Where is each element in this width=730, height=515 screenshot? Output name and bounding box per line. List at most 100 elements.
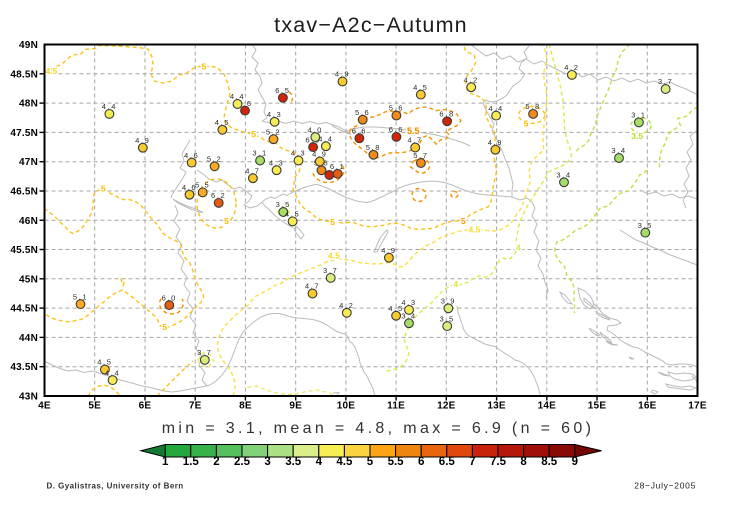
svg-text:4.9: 4.9	[488, 138, 503, 147]
svg-text:1.5: 1.5	[183, 456, 200, 468]
svg-text:4.4: 4.4	[102, 102, 117, 111]
svg-text:3.5: 3.5	[631, 131, 643, 141]
svg-text:1: 1	[162, 456, 169, 468]
svg-text:48.5N: 48.5N	[10, 69, 38, 80]
svg-text:6.5: 6.5	[439, 456, 456, 468]
svg-text:5.6: 5.6	[389, 104, 404, 113]
svg-text:3.4: 3.4	[401, 311, 416, 320]
svg-text:5: 5	[367, 456, 374, 468]
svg-text:5: 5	[101, 184, 106, 194]
svg-text:3.7: 3.7	[658, 77, 673, 86]
svg-text:5: 5	[330, 217, 335, 227]
svg-text:5: 5	[162, 322, 167, 332]
svg-text:8.5: 8.5	[541, 456, 558, 468]
svg-text:5.5: 5.5	[195, 181, 210, 190]
svg-text:4.5: 4.5	[413, 83, 428, 92]
svg-text:13E: 13E	[487, 401, 506, 412]
svg-text:17E: 17E	[688, 401, 707, 412]
svg-text:3.5: 3.5	[638, 221, 653, 230]
svg-text:4.7: 4.7	[408, 136, 423, 145]
svg-text:6: 6	[418, 456, 424, 468]
svg-text:49N: 49N	[19, 40, 38, 51]
svg-text:3.9: 3.9	[441, 297, 456, 306]
svg-text:47N: 47N	[19, 157, 38, 168]
svg-text:3.1: 3.1	[252, 149, 267, 158]
svg-text:3.5: 3.5	[276, 200, 291, 209]
svg-text:6.2: 6.2	[211, 191, 226, 200]
svg-text:6.5: 6.5	[275, 86, 290, 95]
svg-text:4.5: 4.5	[468, 225, 480, 235]
svg-text:9E: 9E	[289, 401, 302, 412]
svg-text:5: 5	[202, 62, 207, 72]
svg-text:16E: 16E	[638, 401, 657, 412]
svg-text:5.1: 5.1	[73, 292, 88, 301]
svg-text:5.5: 5.5	[407, 126, 420, 136]
svg-text:6.6: 6.6	[352, 126, 367, 135]
svg-text:43.5N: 43.5N	[10, 362, 38, 373]
svg-text:4.9: 4.9	[335, 70, 350, 79]
svg-text:4.5: 4.5	[285, 210, 300, 219]
svg-text:14E: 14E	[538, 401, 557, 412]
svg-text:4.6: 4.6	[184, 151, 199, 160]
svg-text:5: 5	[224, 216, 229, 226]
svg-text:4.9: 4.9	[135, 136, 150, 145]
svg-text:4.9: 4.9	[312, 150, 327, 159]
svg-text:5: 5	[251, 129, 256, 139]
svg-text:4.7: 4.7	[245, 166, 260, 175]
svg-text:6.1: 6.1	[330, 162, 345, 171]
svg-text:7.5: 7.5	[490, 456, 507, 468]
svg-text:10E: 10E	[337, 401, 356, 412]
svg-text:4.5: 4.5	[97, 358, 112, 367]
svg-text:4: 4	[453, 279, 458, 289]
svg-text:3.5: 3.5	[631, 131, 643, 141]
svg-text:5.7: 5.7	[413, 151, 428, 160]
svg-text:7: 7	[469, 456, 475, 468]
svg-text:8E: 8E	[239, 401, 252, 412]
svg-text:4.3: 4.3	[269, 158, 284, 167]
svg-text:5.6: 5.6	[355, 108, 370, 117]
svg-text:11E: 11E	[387, 401, 405, 412]
svg-text:4.5: 4.5	[45, 66, 57, 76]
svg-text:4.4: 4.4	[488, 104, 503, 113]
svg-text:4.5: 4.5	[468, 225, 480, 235]
svg-text:46N: 46N	[19, 216, 38, 227]
svg-text:44N: 44N	[19, 333, 38, 344]
svg-text:44.5N: 44.5N	[10, 304, 38, 315]
svg-text:4.7: 4.7	[305, 282, 320, 291]
svg-text:4: 4	[316, 456, 323, 468]
svg-text:12E: 12E	[437, 401, 456, 412]
svg-text:3.7: 3.7	[323, 266, 338, 275]
svg-text:45N: 45N	[19, 274, 38, 285]
svg-text:47.5N: 47.5N	[10, 128, 38, 139]
svg-text:3: 3	[264, 456, 270, 468]
svg-text:4.5: 4.5	[388, 304, 403, 313]
svg-text:3.4: 3.4	[611, 146, 626, 155]
svg-text:4.4: 4.4	[105, 368, 120, 377]
svg-text:9: 9	[572, 456, 578, 468]
svg-text:6E: 6E	[139, 401, 152, 412]
svg-text:7E: 7E	[189, 401, 202, 412]
svg-text:4.5: 4.5	[328, 251, 340, 261]
svg-text:3.1: 3.1	[631, 111, 646, 120]
svg-text:8: 8	[520, 456, 527, 468]
svg-text:5E: 5E	[88, 401, 101, 412]
svg-text:4.5: 4.5	[328, 251, 340, 261]
svg-text:5: 5	[101, 184, 106, 194]
svg-text:28−July−2005: 28−July−2005	[634, 481, 696, 491]
svg-text:3.4: 3.4	[556, 171, 571, 180]
svg-text:2: 2	[213, 456, 219, 468]
svg-text:4.0: 4.0	[308, 125, 323, 134]
svg-text:4.2: 4.2	[564, 63, 579, 72]
svg-text:4.3: 4.3	[401, 298, 416, 307]
svg-text:5.8: 5.8	[366, 143, 381, 152]
svg-text:4.4: 4.4	[230, 92, 245, 101]
svg-text:4.9: 4.9	[381, 246, 396, 255]
svg-text:46.5N: 46.5N	[10, 187, 38, 198]
svg-text:5.2: 5.2	[207, 155, 222, 164]
svg-text:4.2: 4.2	[339, 301, 354, 310]
svg-text:5: 5	[224, 216, 229, 226]
svg-text:txav−A2c−Autumn: txav−A2c−Autumn	[274, 13, 468, 37]
svg-text:48N: 48N	[19, 99, 38, 110]
svg-text:5.2: 5.2	[266, 127, 281, 136]
svg-text:5.5: 5.5	[388, 456, 405, 468]
